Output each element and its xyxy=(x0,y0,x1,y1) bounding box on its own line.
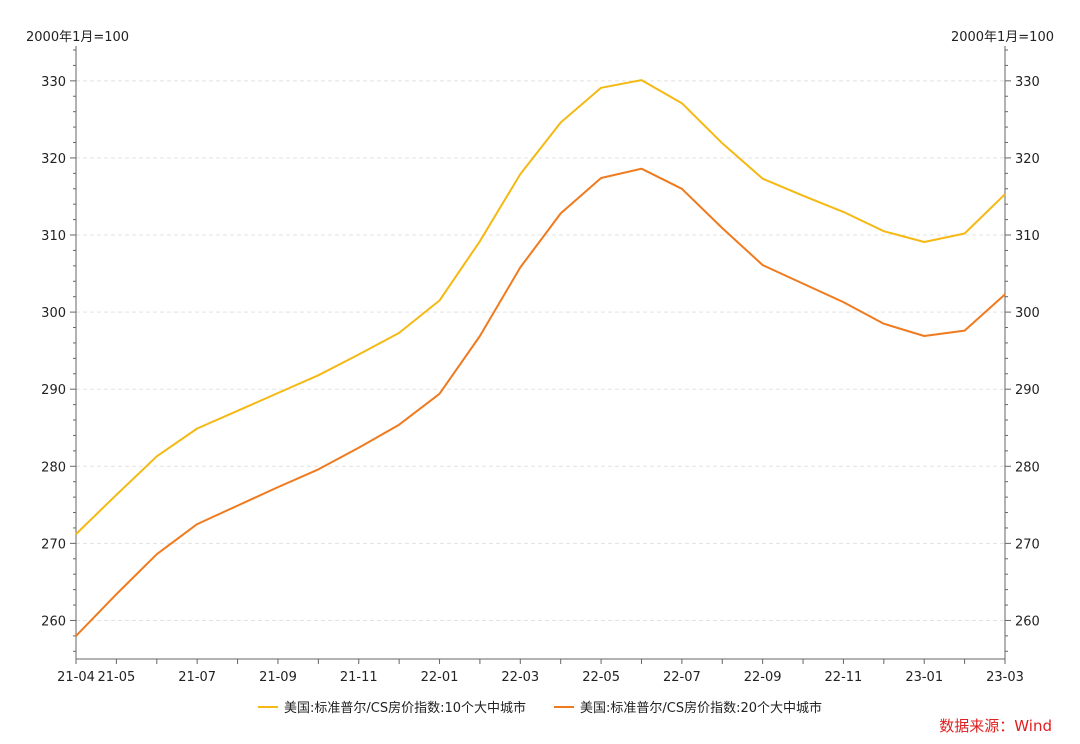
series-line-0 xyxy=(75,79,1006,535)
x-tick-label-22-01: 22-01 xyxy=(421,670,459,685)
x-tick-label-22-07: 22-07 xyxy=(663,670,701,685)
y-tick-label-right-280: 280 xyxy=(1015,460,1040,475)
legend-label-20-city: 美国:标准普尔/CS房价指数:20个大中城市 xyxy=(580,701,823,716)
legend-label-10-city: 美国:标准普尔/CS房价指数:10个大中城市 xyxy=(283,701,526,716)
x-tick-label-23-01: 23-01 xyxy=(905,670,943,685)
x-tick-label-21-09: 21-09 xyxy=(259,670,297,685)
y-tick-label-left-290: 290 xyxy=(41,383,66,398)
x-tick-label-21-07: 21-07 xyxy=(178,670,216,685)
y-tick-label-right-330: 330 xyxy=(1015,75,1040,90)
y-tick-label-left-300: 300 xyxy=(41,306,66,321)
y-tick-label-left-270: 270 xyxy=(41,537,66,552)
legend-item-10-city: 美国:标准普尔/CS房价指数:10个大中城市 xyxy=(257,697,526,716)
legend-swatch-10-city xyxy=(257,705,278,708)
y-tick-label-right-290: 290 xyxy=(1015,383,1040,398)
x-tick-label-22-03: 22-03 xyxy=(501,670,539,685)
series-line-1 xyxy=(75,167,1006,637)
x-tick-label-21-11: 21-11 xyxy=(340,670,378,685)
y-tick-label-left-260: 260 xyxy=(41,614,66,629)
x-tick-label-21-05: 21-05 xyxy=(98,670,136,685)
y-tick-label-left-330: 330 xyxy=(41,75,66,90)
legend-swatch-20-city xyxy=(554,705,574,708)
y-tick-label-right-260: 260 xyxy=(1015,614,1040,629)
y-tick-label-right-270: 270 xyxy=(1015,537,1040,552)
x-tick-label-22-11: 22-11 xyxy=(825,670,863,685)
y-axis-left-unit-label: 2000年1月=100 xyxy=(26,30,130,45)
x-tick-label-21-04: 21-04 xyxy=(57,670,95,685)
y-tick-label-left-280: 280 xyxy=(41,460,66,475)
y-tick-label-right-300: 300 xyxy=(1015,306,1040,321)
gridlines xyxy=(76,80,1005,621)
y-tick-label-left-320: 320 xyxy=(41,152,66,167)
source-note: 数据来源：Wind xyxy=(939,717,1052,735)
y-tick-label-right-310: 310 xyxy=(1015,229,1040,244)
x-tick-label-23-03: 23-03 xyxy=(986,670,1024,685)
legend-item-20-city: 美国:标准普尔/CS房价指数:20个大中城市 xyxy=(554,697,822,716)
series-lines xyxy=(75,79,1006,637)
legend: 美国:标准普尔/CS房价指数:10个大中城市 美国:标准普尔/CS房价指数:20… xyxy=(0,697,1080,716)
y-tick-label-left-310: 310 xyxy=(41,229,66,244)
x-tick-label-22-09: 22-09 xyxy=(744,670,782,685)
y-axis-right-unit-label: 2000年1月=100 xyxy=(950,30,1054,45)
x-tick-label-22-05: 22-05 xyxy=(582,670,620,685)
y-tick-label-right-320: 320 xyxy=(1015,152,1040,167)
axes: 260 260 270 270 280 280 290 290 300 300 310 310 320 3… xyxy=(41,46,1040,685)
